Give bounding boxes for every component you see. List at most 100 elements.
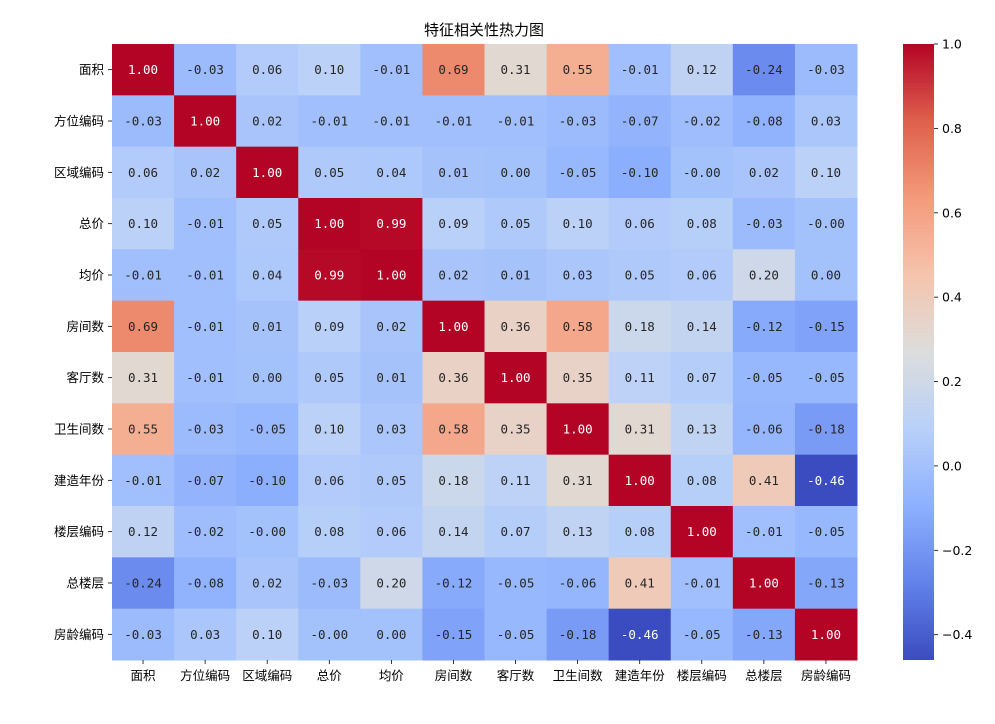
heatmap-cell: [112, 454, 175, 507]
cell-value-label: -0.01: [621, 62, 659, 77]
heatmap-cell: [670, 608, 734, 661]
colorbar-ticks: 1.0 0.8 0.6 0.4 0.2 0.0 −0.2 −0.4: [934, 37, 972, 642]
cell-value-label: 0.05: [500, 216, 530, 231]
cell-value-label: 0.01: [252, 319, 282, 334]
y-tick-label: 客厅数: [66, 370, 104, 385]
heatmap-cell: [732, 454, 796, 507]
cell-value-label: -0.05: [497, 627, 535, 642]
cell-value-label: -0.03: [124, 114, 162, 129]
heatmap-cell: [670, 198, 734, 250]
x-tick-label: 面积: [131, 668, 156, 683]
cell-value-label: 0.05: [314, 165, 344, 180]
cell-value-label: 0.10: [314, 422, 344, 437]
cell-value-label: 1.00: [687, 524, 717, 539]
cell-value-label: -0.05: [683, 627, 721, 642]
cell-value-label: -0.02: [683, 114, 721, 129]
heatmap-cell: [546, 557, 610, 610]
x-tick-label: 卫生间数: [553, 668, 604, 683]
cell-value-label: 1.00: [252, 165, 282, 180]
heatmap-cell: [360, 249, 423, 302]
heatmap-cell: [360, 95, 423, 148]
heatmap-cell: [732, 146, 796, 199]
heatmap-cell: [360, 352, 423, 404]
cell-value-label: 1.00: [190, 114, 220, 129]
cell-value-label: -0.01: [186, 216, 224, 231]
cell-value-label: 0.05: [625, 268, 655, 283]
cell-value-label: -0.03: [186, 62, 224, 77]
colorbar-tick-label: −0.2: [942, 543, 972, 558]
cell-value-label: 0.10: [252, 627, 282, 642]
x-tick-label: 区域编码: [242, 668, 292, 683]
cell-value-label: -0.46: [807, 473, 845, 488]
cell-value-label: 1.00: [376, 268, 406, 283]
chart-title: 特征相关性热力图: [424, 21, 544, 39]
y-tick-label: 均价: [79, 268, 105, 283]
heatmap-cell: [112, 300, 175, 353]
cell-value-label: 0.35: [563, 370, 593, 385]
cell-value-label: -0.02: [186, 524, 224, 539]
heatmap-cell: [174, 557, 237, 610]
cell-value-label: 0.02: [190, 165, 220, 180]
cell-value-label: -0.01: [310, 114, 348, 129]
cell-value-label: 1.00: [128, 62, 158, 77]
heatmap-cell: [484, 506, 548, 558]
cell-value-label: -0.13: [807, 576, 845, 591]
y-tick-label: 房龄编码: [54, 627, 104, 642]
heatmap-cell: [484, 557, 548, 610]
cell-value-label: 0.36: [438, 370, 468, 385]
cell-value-label: 0.14: [687, 319, 717, 334]
cell-value-label: -0.03: [186, 422, 224, 437]
heatmap-cell: [174, 95, 237, 148]
cell-value-label: -0.18: [559, 627, 597, 642]
heatmap-cell: [174, 44, 237, 96]
cell-value-label: -0.01: [186, 319, 224, 334]
cell-value-label: -0.03: [807, 62, 845, 77]
cell-value-label: 0.69: [438, 62, 468, 77]
cell-value-label: 0.08: [687, 216, 717, 231]
cell-value-label: 0.99: [376, 216, 406, 231]
heatmap-cell: [298, 454, 361, 507]
cell-value-label: 1.00: [749, 576, 779, 591]
heatmap-cell: [670, 146, 734, 199]
cell-value-label: -0.01: [497, 114, 535, 129]
cell-value-label: 0.06: [376, 524, 406, 539]
heatmap-cell: [360, 300, 423, 353]
cell-value-label: 0.18: [625, 319, 655, 334]
y-tick-label: 房间数: [66, 319, 104, 334]
cell-value-label: 0.07: [687, 370, 717, 385]
colorbar-tick-label: 0.6: [942, 205, 962, 220]
heatmap-cell: [732, 95, 796, 148]
cell-value-label: -0.08: [186, 576, 224, 591]
cell-value-label: 0.02: [252, 576, 282, 591]
cell-value-label: 0.04: [376, 165, 406, 180]
cell-value-label: -0.00: [683, 165, 721, 180]
heatmap-cell: [608, 146, 672, 199]
heatmap-cell: [546, 506, 610, 558]
cell-value-label: 0.18: [438, 473, 468, 488]
cell-value-label: 0.00: [811, 268, 841, 283]
heatmap-cell: [298, 300, 361, 353]
cell-value-label: 0.05: [376, 473, 406, 488]
heatmap-cell: [484, 146, 548, 199]
heatmap-cell: [794, 146, 858, 199]
heatmap-cell-labels: 1.00 -0.03 0.06 0.10 -0.01 0.69 0.31 0.55 -0.01 0…: [124, 62, 845, 642]
cell-value-label: -0.06: [559, 576, 597, 591]
heatmap-cell: [670, 557, 734, 610]
heatmap-cell: [732, 557, 796, 610]
heatmap-cell: [794, 454, 858, 507]
heatmap-cell: [112, 403, 175, 456]
cell-value-label: 0.11: [500, 473, 530, 488]
cell-value-label: 0.03: [563, 268, 593, 283]
cell-value-label: 0.20: [749, 268, 779, 283]
heatmap-cell: [608, 95, 672, 148]
cell-value-label: -0.00: [310, 627, 348, 642]
heatmap-cell: [670, 454, 734, 507]
cell-value-label: 0.01: [438, 165, 468, 180]
heatmap-cell: [236, 95, 299, 148]
cell-value-label: 1.00: [438, 319, 468, 334]
cell-value-label: 0.13: [563, 524, 593, 539]
heatmap-cell: [794, 198, 858, 250]
cell-value-label: -0.01: [186, 268, 224, 283]
cell-value-label: 0.31: [563, 473, 593, 488]
